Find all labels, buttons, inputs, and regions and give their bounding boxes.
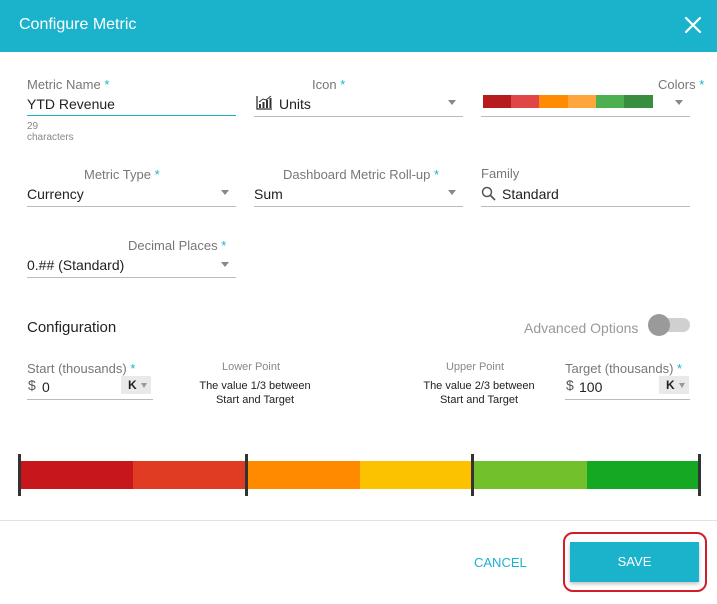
dialog-header: Configure Metric [0,0,717,52]
start-label: Start (thousands) * [27,361,136,376]
lower-point-marker[interactable] [245,454,248,496]
upper-point-desc-line1: The value 2/3 between [423,380,535,392]
decimal-places-underline [27,277,236,278]
color-swatch [539,95,569,108]
color-bar-segment [473,461,588,489]
color-bar-segment [133,461,248,489]
metric-type-label: Metric Type * [84,167,160,182]
icon-label: Icon * [312,77,346,92]
metric-name-label: Metric Name * [27,77,110,92]
color-bar-segment [586,461,701,489]
start-currency-prefix: $ [28,377,36,393]
lower-point-desc-line2: Start and Target [215,394,295,406]
target-unit-select[interactable]: K [659,376,689,394]
color-swatch [511,95,541,108]
upper-point-title: Upper Point [445,361,505,373]
footer-divider [0,520,717,521]
metric-type-value: Currency [27,186,84,202]
color-bar-segment [246,461,361,489]
save-button[interactable]: SAVE [570,542,699,582]
color-swatch [624,95,653,108]
icon-value: Units [279,96,311,112]
advanced-options-label: Advanced Options [524,320,639,336]
chevron-down-icon [679,383,685,388]
color-swatch [567,95,597,108]
advanced-options-toggle-knob[interactable] [648,314,670,336]
metric-name-underline [27,115,236,116]
color-bar-segment [360,461,474,489]
lower-point-title: Lower Point [221,361,281,373]
icon-underline [254,116,463,117]
family-label: Family [481,166,520,181]
chevron-down-icon [221,190,229,195]
close-icon[interactable] [683,15,703,35]
rollup-value: Sum [254,186,283,202]
metric-type-underline [27,206,236,207]
save-button-highlight [563,532,707,592]
chevron-down-icon [675,100,683,105]
rollup-underline [254,206,463,207]
lower-point-desc-line1: The value 1/3 between [199,380,311,392]
color-bar-segment [20,461,134,489]
chevron-down-icon [448,190,456,195]
colors-label: Colors * [658,77,705,92]
target-currency-prefix: $ [566,377,574,393]
chevron-down-icon [141,383,147,388]
start-unit-select[interactable]: K [121,376,151,394]
target-label: Target (thousands) * [565,361,683,376]
color-swatch [483,95,512,108]
metric-name-input[interactable]: YTD Revenue [27,96,115,112]
target-underline [565,399,690,400]
colors-underline [481,116,690,117]
target-marker[interactable] [698,454,701,496]
search-icon [481,186,496,206]
start-input[interactable]: 0 [42,379,50,395]
configuration-title: Configuration [27,319,117,336]
start-marker[interactable] [18,454,21,496]
decimal-places-label: Decimal Places * [128,238,227,253]
start-underline [27,399,153,400]
rollup-label: Dashboard Metric Roll-up * [283,167,440,182]
bar-chart-icon [256,95,273,115]
dialog-title: Configure Metric [19,16,137,33]
metric-name-hint: 29 characters [27,121,74,143]
target-input[interactable]: 100 [579,379,603,395]
upper-point-marker[interactable] [471,454,474,496]
chevron-down-icon [221,262,229,267]
decimal-places-value: 0.## (Standard) [27,257,125,273]
family-underline [481,206,690,207]
cancel-button[interactable]: CANCEL [474,555,527,570]
color-swatch [595,95,625,108]
family-input[interactable]: Standard [502,186,559,202]
chevron-down-icon [448,100,456,105]
upper-point-desc-line2: Start and Target [439,394,519,406]
